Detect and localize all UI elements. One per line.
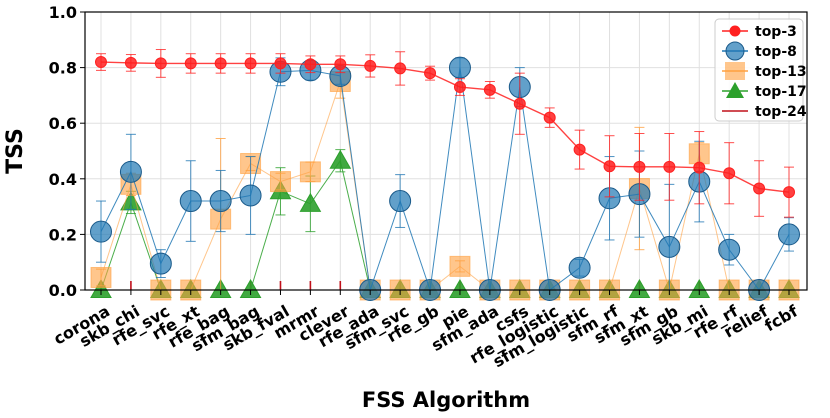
top-3-point bbox=[753, 182, 766, 195]
y-tick-label: 1.0 bbox=[49, 3, 77, 22]
top-3-point bbox=[334, 58, 347, 71]
top-3-point bbox=[394, 62, 407, 75]
top-17-point bbox=[688, 278, 711, 298]
top-3-point bbox=[244, 57, 257, 70]
top-8-point bbox=[90, 220, 112, 243]
top-17-point bbox=[90, 278, 112, 298]
top-3-point bbox=[154, 57, 167, 70]
y-tick-label: 0.0 bbox=[49, 281, 77, 300]
top-3-point bbox=[543, 111, 556, 124]
top-3-point bbox=[483, 83, 496, 96]
top-8-point bbox=[568, 256, 591, 279]
legend-marker bbox=[725, 62, 745, 80]
top-3-point bbox=[663, 160, 676, 173]
top-8-point bbox=[149, 252, 172, 275]
y-tick-label: 0.8 bbox=[49, 59, 77, 78]
top-8-point bbox=[179, 190, 202, 213]
top-3-point bbox=[723, 167, 736, 180]
top-13-point bbox=[299, 161, 321, 183]
top-3-point bbox=[453, 81, 466, 94]
top-3-point bbox=[95, 56, 107, 69]
y-tick-label: 0.4 bbox=[49, 170, 77, 189]
top-3-point bbox=[274, 57, 287, 70]
top-8-point bbox=[658, 235, 681, 258]
legend-label: top-17 bbox=[755, 84, 807, 100]
top-3-point bbox=[513, 97, 526, 110]
legend-item-top-17: top-17 bbox=[722, 82, 807, 100]
legend: top-3 top-8 top-13 top-17 top-24 bbox=[714, 18, 807, 122]
legend-item-top-24: top-24 bbox=[722, 104, 807, 120]
top-17-point bbox=[239, 278, 262, 298]
top-13-point bbox=[449, 255, 471, 277]
top-3-point bbox=[364, 59, 377, 72]
top-8-point bbox=[389, 190, 412, 213]
x-axis-label: FSS Algorithm bbox=[362, 388, 530, 412]
top-8-point bbox=[239, 184, 262, 207]
top-8-point bbox=[209, 190, 232, 213]
legend-item-top-3: top-3 bbox=[722, 24, 797, 40]
legend-label: top-24 bbox=[755, 104, 807, 120]
top-3-point bbox=[783, 186, 795, 199]
top-3-point bbox=[603, 160, 616, 173]
top-3-point bbox=[693, 161, 706, 174]
y-tick-label: 0.2 bbox=[49, 225, 77, 244]
y-axis-ticks: 0.0 0.2 0.4 0.6 0.8 1.0 bbox=[49, 3, 85, 300]
plot-frame bbox=[84, 11, 808, 291]
legend-marker bbox=[729, 25, 741, 37]
y-axis-label: TSS bbox=[3, 128, 28, 174]
top-17-point bbox=[299, 192, 322, 212]
legend-marker bbox=[725, 41, 745, 61]
top-17-point bbox=[449, 278, 471, 298]
top-17-point bbox=[628, 278, 651, 298]
legend-item-top-13: top-13 bbox=[722, 62, 807, 80]
legend-marker bbox=[726, 82, 744, 98]
top-3-point bbox=[424, 67, 437, 80]
top-8-point bbox=[119, 160, 142, 183]
top-17-point bbox=[329, 149, 352, 169]
top-3-point bbox=[124, 56, 137, 69]
top-8-point bbox=[778, 223, 800, 246]
top-3-point bbox=[304, 58, 317, 71]
legend-label: top-8 bbox=[755, 44, 797, 60]
top-13-point bbox=[269, 171, 291, 193]
legend-item-top-8: top-8 bbox=[722, 41, 797, 61]
top-8-point bbox=[718, 238, 741, 261]
top-8-point bbox=[448, 56, 471, 79]
top-13-line bbox=[100, 81, 789, 291]
top-3-point bbox=[633, 160, 646, 173]
series-top-3 bbox=[95, 49, 795, 218]
legend-label: top-3 bbox=[755, 24, 797, 40]
y-tick-label: 0.6 bbox=[49, 114, 77, 133]
top-13-point bbox=[90, 266, 112, 288]
legend-label: top-13 bbox=[755, 64, 807, 80]
top-3-point bbox=[184, 57, 197, 70]
top-3-point bbox=[573, 143, 586, 156]
top-3-point bbox=[214, 57, 227, 70]
